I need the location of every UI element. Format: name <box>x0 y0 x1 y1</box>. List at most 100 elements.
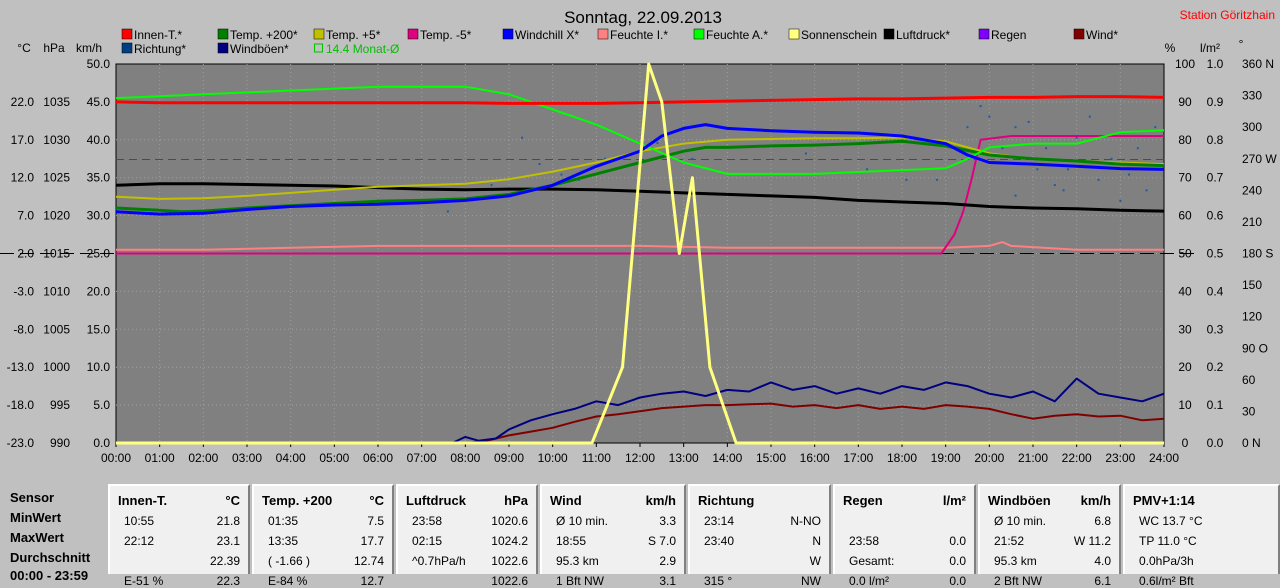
panel-cell-label: 10:55 <box>124 514 155 528</box>
panel-cell-label: 2 Bft NW <box>994 574 1043 588</box>
humidity-tick-label: 80 <box>1178 133 1192 147</box>
panel-title: Windböen <box>988 493 1051 508</box>
panel-cell-label: 13:35 <box>268 534 299 548</box>
panel-cell-label: 0.0 l/m² <box>849 574 890 588</box>
temp-tick-label: 17.0 <box>11 133 35 147</box>
series-line-wind- <box>116 402 1165 444</box>
panel-cell-value: N <box>812 534 821 548</box>
chart-title: Sonntag, 22.09.2013 <box>564 8 722 27</box>
row-label-avg: Durchschnitt <box>10 550 91 565</box>
panel-cell-label: ^0.7hPa/h <box>412 554 466 568</box>
legend-label: Luftdruck* <box>896 28 950 42</box>
x-tick-label: 06:00 <box>363 451 393 465</box>
legend-swatch <box>883 28 895 40</box>
panel-cell-label: 1 Bft NW <box>556 574 605 588</box>
panel-cell-label: E-84 % <box>268 574 308 588</box>
panel-cell-label: 23:14 <box>704 514 735 528</box>
series-line-temp-5- <box>116 135 1164 255</box>
rain-tick-label: 0.5 <box>1207 247 1224 261</box>
legend-swatch <box>217 42 229 54</box>
chart-area: 00:00 01:00 02:00 03:00 04:00 05:00 06:00 07:00… <box>0 8 1278 465</box>
x-tick-label: 00:00 <box>101 451 131 465</box>
x-tick-label: 24:00 <box>1149 451 1179 465</box>
panel-cell-label: E-51 % <box>124 574 164 588</box>
x-tick-label: 01:00 <box>145 451 175 465</box>
panel-cell-label: 22:12 <box>124 534 155 548</box>
series-line-feuchte-a- <box>115 85 1165 175</box>
panel-unit: l/m² <box>942 493 966 508</box>
panel-cell-label: Ø 10 min. <box>556 514 609 528</box>
panel-cell-value: 1022.6 <box>491 554 528 568</box>
direction-tick-label: 240 <box>1242 183 1262 197</box>
humidity-tick-label: 60 <box>1178 209 1192 223</box>
panel-cell-value: 0.0 <box>949 534 966 548</box>
pressure-tick-label: 1015 <box>43 247 70 261</box>
panel-title: PMV+1:14 <box>1133 493 1195 508</box>
x-tick-label: 22:00 <box>1062 451 1092 465</box>
x-tick-label: 17:00 <box>843 451 873 465</box>
legend-label: 14.4 Monat-Ø <box>326 42 399 56</box>
direction-point <box>1145 189 1148 192</box>
temp-tick-label: 12.0 <box>11 171 35 185</box>
wind-tick-label: 50.0 <box>87 57 111 71</box>
panel-cell-value: W 11.2 <box>1073 534 1111 548</box>
series-line-windb-en- <box>116 377 1165 444</box>
direction-tick-label: 330 <box>1242 89 1262 103</box>
legend-label: Wind* <box>1086 28 1118 42</box>
wind-tick-label: 5.0 <box>93 398 110 412</box>
panel-cell-value: 0.0 <box>949 574 966 588</box>
panel-cell-value: 1020.6 <box>491 514 528 528</box>
wind-tick-label: 10.0 <box>87 360 111 374</box>
direction-point <box>1045 147 1048 150</box>
pressure-tick-label: 1005 <box>43 322 70 336</box>
legend-swatch <box>121 28 133 40</box>
series-line-luftdruck- <box>115 182 1165 213</box>
x-tick-label: 21:00 <box>1018 451 1048 465</box>
direction-tick-label: 300 <box>1242 120 1262 134</box>
legend-swatch <box>313 28 325 40</box>
temp-tick-label: -13.0 <box>7 360 35 374</box>
pressure-tick-label: 990 <box>50 436 70 450</box>
humidity-tick-label: 0 <box>1182 436 1189 450</box>
panel-cell-value: 3.1 <box>659 574 676 588</box>
panel-cell-value: 12.74 <box>353 554 384 568</box>
legend-label: Windchill X* <box>515 28 579 42</box>
pressure-tick-label: 995 <box>50 398 70 412</box>
panel-cell-value: NW <box>801 574 821 588</box>
direction-point <box>1110 157 1113 160</box>
temp-tick-label: -18.0 <box>7 398 35 412</box>
pressure-tick-label: 1025 <box>43 171 70 185</box>
panel-cell-label: 18:55 <box>556 534 587 548</box>
x-tick-label: 23:00 <box>1105 451 1135 465</box>
legend-label: Windböen* <box>230 42 289 56</box>
x-tick-label: 20:00 <box>974 451 1004 465</box>
direction-point <box>560 173 563 176</box>
direction-point <box>1075 136 1078 139</box>
legend-swatch <box>978 28 990 40</box>
panel-windb-en: Windböen km/h Ø 10 min. 6.8 21:52 W 11.2 95.3 … <box>978 484 1121 588</box>
temp-tick-label: 22.0 <box>11 95 35 109</box>
legend-label: Temp. -5* <box>420 28 472 42</box>
rain-tick-label: 0.8 <box>1207 133 1224 147</box>
legend-swatch <box>502 28 514 40</box>
series-line-feuchte-i- <box>116 241 1164 251</box>
wind-tick-label: 0.0 <box>93 436 110 450</box>
direction-point <box>1128 173 1131 176</box>
legend-swatch <box>1073 28 1085 40</box>
panel-cell-value: 1022.6 <box>491 574 528 588</box>
direction-point <box>1001 147 1004 150</box>
panel-unit: °C <box>225 493 240 508</box>
panel-cell-value: 4.0 <box>1094 554 1111 568</box>
direction-point <box>446 210 449 213</box>
direction-point <box>1036 168 1039 171</box>
x-tick-label: 10:00 <box>538 451 568 465</box>
direction-tick-label: 360 N <box>1242 57 1274 71</box>
direction-tick-label: 120 <box>1242 310 1262 324</box>
series-line-innen-t- <box>115 95 1165 105</box>
rain-tick-label: 0.9 <box>1207 95 1224 109</box>
panel-title: Regen <box>843 493 883 508</box>
direction-point <box>538 163 541 166</box>
direction-point <box>521 136 524 139</box>
rain-tick-label: 0.7 <box>1207 171 1224 185</box>
wind-tick-label: 45.0 <box>87 95 111 109</box>
